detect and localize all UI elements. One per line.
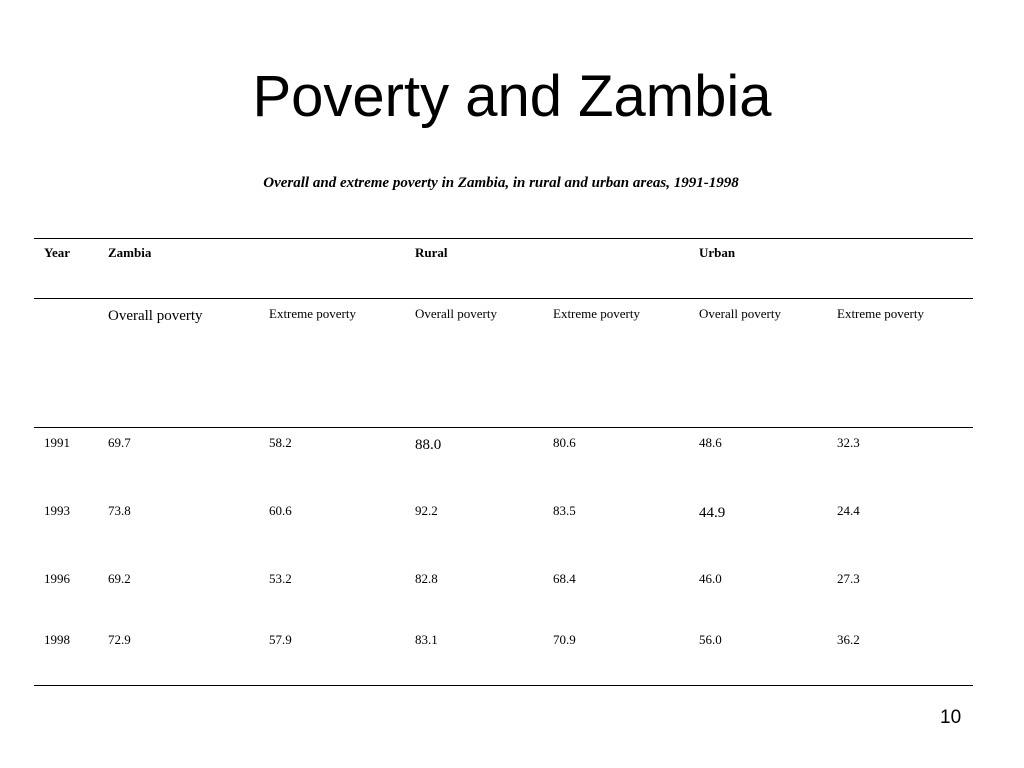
cell-zambia-overall: 72.9	[108, 632, 131, 647]
cell-zambia-extreme: 53.2	[269, 571, 292, 586]
header-urban: Urban	[699, 245, 736, 260]
cell-rural-extreme: 80.6	[553, 435, 576, 450]
group-header-rule	[34, 298, 973, 299]
cell-urban-extreme: 27.3	[837, 571, 860, 586]
cell-year: 1991	[44, 435, 70, 450]
cell-urban-overall: 48.6	[699, 435, 722, 450]
table-caption: Overall and extreme poverty in Zambia, i…	[263, 175, 739, 191]
cell-rural-extreme: 68.4	[553, 571, 576, 586]
cell-year: 1998	[44, 632, 70, 647]
cell-rural-overall: 83.1	[415, 632, 438, 647]
subheader-urban-extreme: Extreme poverty	[837, 306, 924, 321]
subheader-zambia-extreme: Extreme poverty	[269, 306, 356, 321]
cell-zambia-extreme: 57.9	[269, 632, 292, 647]
header-year: Year	[44, 245, 70, 260]
slide-number: 10	[940, 707, 962, 728]
cell-rural-extreme: 70.9	[553, 632, 576, 647]
cell-year: 1996	[44, 571, 70, 586]
header-rural: Rural	[415, 245, 448, 260]
cell-zambia-overall: 73.8	[108, 503, 131, 518]
table-bottom-rule	[34, 685, 973, 686]
cell-urban-overall: 56.0	[699, 632, 722, 647]
subheader-zambia-overall: Overall poverty	[108, 308, 203, 324]
header-zambia: Zambia	[108, 245, 152, 260]
slide-title: Poverty and Zambia	[252, 64, 772, 129]
subheader-rural-extreme: Extreme poverty	[553, 306, 640, 321]
cell-urban-overall: 46.0	[699, 571, 722, 586]
cell-zambia-overall: 69.7	[108, 435, 131, 450]
cell-year: 1993	[44, 503, 70, 518]
cell-zambia-extreme: 58.2	[269, 435, 292, 450]
cell-zambia-overall: 69.2	[108, 571, 131, 586]
sub-header-rule	[34, 427, 973, 428]
cell-rural-overall: 82.8	[415, 571, 438, 586]
table-top-rule	[34, 238, 973, 239]
cell-rural-overall: 88.0	[415, 437, 442, 453]
cell-urban-extreme: 24.4	[837, 503, 860, 518]
subheader-rural-overall: Overall poverty	[415, 306, 497, 321]
cell-zambia-extreme: 60.6	[269, 503, 292, 518]
cell-urban-extreme: 32.3	[837, 435, 860, 450]
cell-rural-extreme: 83.5	[553, 503, 576, 518]
cell-urban-overall: 44.9	[699, 505, 726, 521]
cell-urban-extreme: 36.2	[837, 632, 860, 647]
subheader-urban-overall: Overall poverty	[699, 306, 781, 321]
cell-rural-overall: 92.2	[415, 503, 438, 518]
